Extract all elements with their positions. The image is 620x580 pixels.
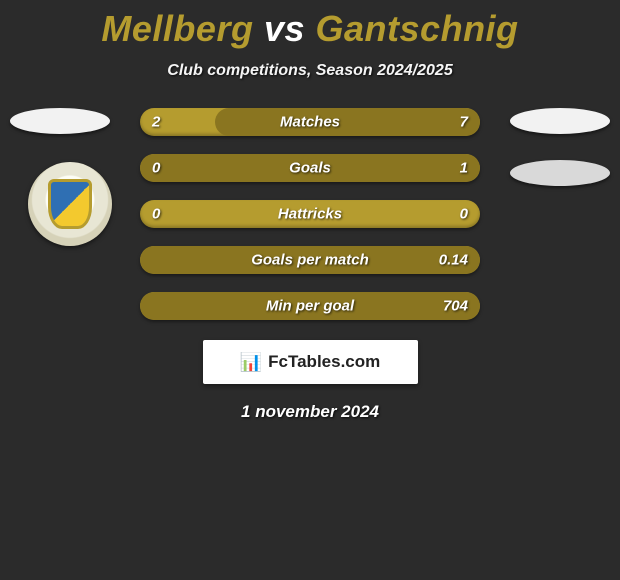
stat-value-right: 0 (460, 206, 468, 223)
stat-label: Min per goal (266, 298, 354, 315)
stat-value-right: 0.14 (439, 252, 468, 269)
player-left-name: Mellberg (101, 8, 253, 49)
vs-separator: vs (264, 8, 305, 49)
stat-value-left: 0 (152, 160, 160, 177)
snapshot-date: 1 november 2024 (0, 402, 620, 422)
comparison-bars: 2 Matches 7 0 Goals 1 0 Hattricks 0 Goal… (140, 108, 480, 320)
competition-subtitle: Club competitions, Season 2024/2025 (0, 62, 620, 80)
stat-bar-goals-per-match: Goals per match 0.14 (140, 246, 480, 274)
club-badge-left (28, 162, 112, 246)
stat-label: Goals (289, 160, 331, 177)
stat-value-left: 2 (152, 114, 160, 131)
comparison-content: 2 Matches 7 0 Goals 1 0 Hattricks 0 Goal… (0, 108, 620, 422)
club-shield-icon (48, 179, 92, 229)
stat-label: Matches (280, 114, 340, 131)
branding-chart-icon: 📊 (240, 352, 262, 373)
branding-text: FcTables.com (268, 352, 380, 372)
stat-label: Hattricks (278, 206, 342, 223)
placeholder-pill-top-left (10, 108, 110, 134)
stat-bar-matches: 2 Matches 7 (140, 108, 480, 136)
stat-value-right: 7 (460, 114, 468, 131)
stat-value-right: 704 (443, 298, 468, 315)
stat-value-right: 1 (460, 160, 468, 177)
stat-value-left: 0 (152, 206, 160, 223)
player-right-name: Gantschnig (316, 8, 519, 49)
stat-bar-goals: 0 Goals 1 (140, 154, 480, 182)
branding-box: 📊 FcTables.com (203, 340, 418, 384)
placeholder-pill-right-2 (510, 160, 610, 186)
stat-bar-hattricks: 0 Hattricks 0 (140, 200, 480, 228)
stat-label: Goals per match (251, 252, 369, 269)
stat-fill (215, 108, 480, 136)
placeholder-pill-top-right (510, 108, 610, 134)
stat-bar-min-per-goal: Min per goal 704 (140, 292, 480, 320)
comparison-title: Mellberg vs Gantschnig (0, 0, 620, 50)
